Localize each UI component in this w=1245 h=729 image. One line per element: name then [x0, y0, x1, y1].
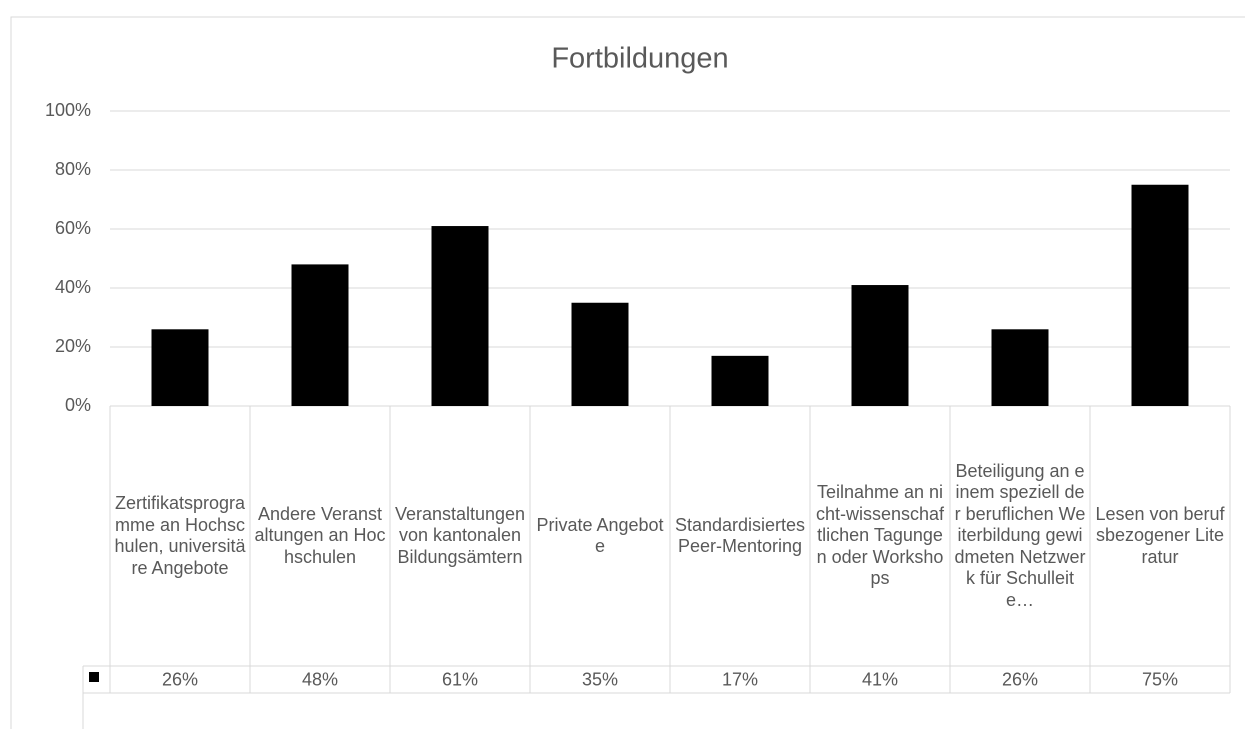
- bar: [991, 329, 1049, 406]
- y-tick-label: 0%: [65, 395, 91, 415]
- data-table-value: 75%: [1142, 669, 1178, 689]
- y-tick-label: 20%: [55, 336, 91, 356]
- bar: [291, 264, 349, 406]
- data-table-value: 48%: [302, 669, 338, 689]
- x-tick-label: Veranstaltungen von kantonalen Bildungsä…: [394, 503, 526, 567]
- chart-title: Fortbildungen: [551, 43, 728, 75]
- x-tick-label: Beteiligung an einem speziell der berufl…: [954, 460, 1086, 610]
- y-tick-label: 40%: [55, 277, 91, 297]
- data-table-value: 26%: [162, 669, 198, 689]
- bar: [431, 226, 489, 406]
- data-table-value: 17%: [722, 669, 758, 689]
- data-table-value: 26%: [1002, 669, 1038, 689]
- bar: [711, 355, 769, 406]
- bar: [1131, 184, 1189, 406]
- data-table-value: 61%: [442, 669, 478, 689]
- x-tick-label: Zertifikatsprogramme an Hochschulen, uni…: [114, 493, 246, 578]
- y-tick-label: 100%: [45, 100, 91, 120]
- x-tick-label: Teilnahme an nicht-wissenschaftlichen Ta…: [815, 482, 945, 589]
- y-tick-label: 60%: [55, 218, 91, 238]
- x-tick-label: Standardisiertes Peer-Mentoring: [674, 514, 806, 557]
- bar: [571, 302, 629, 406]
- data-table-value: 35%: [582, 669, 618, 689]
- legend-key: [89, 672, 99, 682]
- x-tick-label: Andere Veranstaltungen an Hochschulen: [254, 503, 386, 567]
- x-tick-label: Lesen von berufsbezogener Literatur: [1095, 503, 1225, 567]
- bar: [151, 329, 209, 406]
- x-tick-label: Private Angebote: [536, 514, 664, 557]
- y-tick-label: 80%: [55, 159, 91, 179]
- data-table-value: 41%: [862, 669, 898, 689]
- bar: [851, 285, 909, 406]
